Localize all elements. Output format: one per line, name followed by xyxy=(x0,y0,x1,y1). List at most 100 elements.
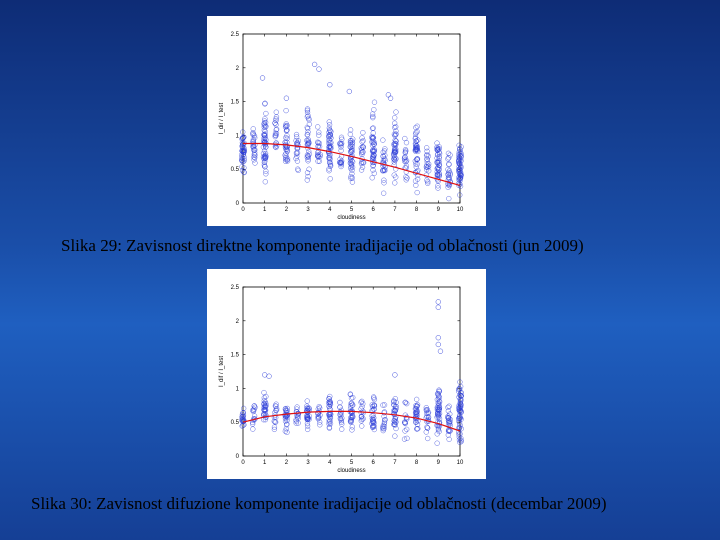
data-point xyxy=(338,417,344,424)
data-point xyxy=(316,415,322,421)
data-point xyxy=(327,131,333,138)
data-point xyxy=(239,164,245,170)
x-tick-label: 2 xyxy=(285,207,289,213)
data-point xyxy=(295,167,301,173)
data-point xyxy=(271,424,278,430)
data-point xyxy=(305,136,311,143)
data-point xyxy=(369,175,375,181)
data-point xyxy=(371,141,377,148)
data-point xyxy=(315,140,321,146)
data-point xyxy=(349,424,355,430)
data-point xyxy=(391,399,397,405)
data-point xyxy=(273,117,279,124)
x-tick-label: 3 xyxy=(306,207,310,213)
data-point xyxy=(261,398,267,404)
data-point xyxy=(338,141,344,147)
data-point xyxy=(424,425,431,431)
data-point xyxy=(239,167,246,174)
data-point xyxy=(436,388,443,395)
data-point xyxy=(327,415,334,421)
data-point xyxy=(393,131,399,137)
data-point xyxy=(445,417,452,423)
data-point xyxy=(414,123,420,129)
data-point xyxy=(458,437,464,443)
data-point xyxy=(381,148,388,154)
data-point xyxy=(370,163,376,169)
data-point xyxy=(305,154,312,160)
data-point xyxy=(447,152,453,158)
data-point xyxy=(435,405,441,411)
data-point xyxy=(251,413,258,419)
data-point xyxy=(434,431,440,437)
data-point xyxy=(284,122,290,129)
data-point xyxy=(316,129,322,135)
data-point-outlier xyxy=(437,348,444,354)
data-point xyxy=(434,172,440,179)
data-point xyxy=(261,120,268,126)
data-point xyxy=(435,159,442,165)
data-point xyxy=(261,395,267,401)
data-point xyxy=(283,155,289,161)
data-point xyxy=(458,396,464,403)
data-point xyxy=(251,403,257,409)
data-point xyxy=(458,435,464,441)
data-point xyxy=(445,156,451,162)
data-point xyxy=(251,133,258,139)
data-point xyxy=(327,163,334,169)
data-point xyxy=(393,174,399,180)
data-point-outlier xyxy=(259,75,266,81)
data-point xyxy=(436,399,443,405)
data-point xyxy=(273,122,279,128)
data-point xyxy=(414,403,420,409)
data-point xyxy=(456,160,462,166)
data-point xyxy=(294,144,301,151)
data-point xyxy=(381,402,388,408)
y-tick-label: 1.5 xyxy=(231,353,240,359)
data-point xyxy=(339,136,345,142)
data-point xyxy=(415,176,421,182)
data-point xyxy=(413,138,420,144)
data-point xyxy=(347,418,354,424)
data-point xyxy=(348,149,354,155)
data-point xyxy=(401,436,408,442)
y-tick-label: 1 xyxy=(236,386,240,392)
data-point xyxy=(327,399,333,405)
data-point xyxy=(295,166,301,172)
data-point xyxy=(326,133,332,139)
data-point xyxy=(423,164,430,170)
data-point xyxy=(458,404,464,410)
data-point xyxy=(283,128,290,134)
data-point xyxy=(304,170,311,176)
data-point xyxy=(260,144,267,150)
data-point xyxy=(350,413,356,420)
data-point xyxy=(282,152,288,158)
data-point xyxy=(370,419,376,425)
scatter-chart-2: 0 1 2 3 4 5 6 7 8 9 10 0 0.5 1 1.5 2 2.5 cloudiness I_dif … xyxy=(219,285,464,474)
data-point xyxy=(425,153,432,159)
data-point xyxy=(425,163,432,169)
data-point xyxy=(458,389,464,396)
data-point xyxy=(316,413,322,420)
scatter-chart-1: 0 1 2 3 4 5 6 7 8 9 10 0 0.5 1 1.5 2 2.5 cloudiness I_dir … xyxy=(219,32,464,221)
data-point xyxy=(273,144,279,151)
data-point-outlier xyxy=(311,61,318,68)
data-point xyxy=(402,400,409,406)
data-point xyxy=(239,136,245,142)
data-point xyxy=(239,143,245,149)
data-point xyxy=(393,166,399,172)
data-point xyxy=(424,145,430,151)
data-point xyxy=(272,120,278,126)
data-point xyxy=(380,402,386,408)
data-point xyxy=(392,180,398,186)
data-point xyxy=(424,177,430,183)
y-axis-label: I_dif / I_test xyxy=(219,356,225,387)
data-point xyxy=(436,162,442,168)
data-point xyxy=(414,189,420,196)
y-tick-label: 2 xyxy=(236,66,240,72)
data-point xyxy=(349,159,356,165)
data-point xyxy=(424,162,430,168)
data-point xyxy=(447,411,453,417)
data-point xyxy=(392,404,399,410)
data-point xyxy=(304,131,311,138)
data-point xyxy=(240,135,246,141)
